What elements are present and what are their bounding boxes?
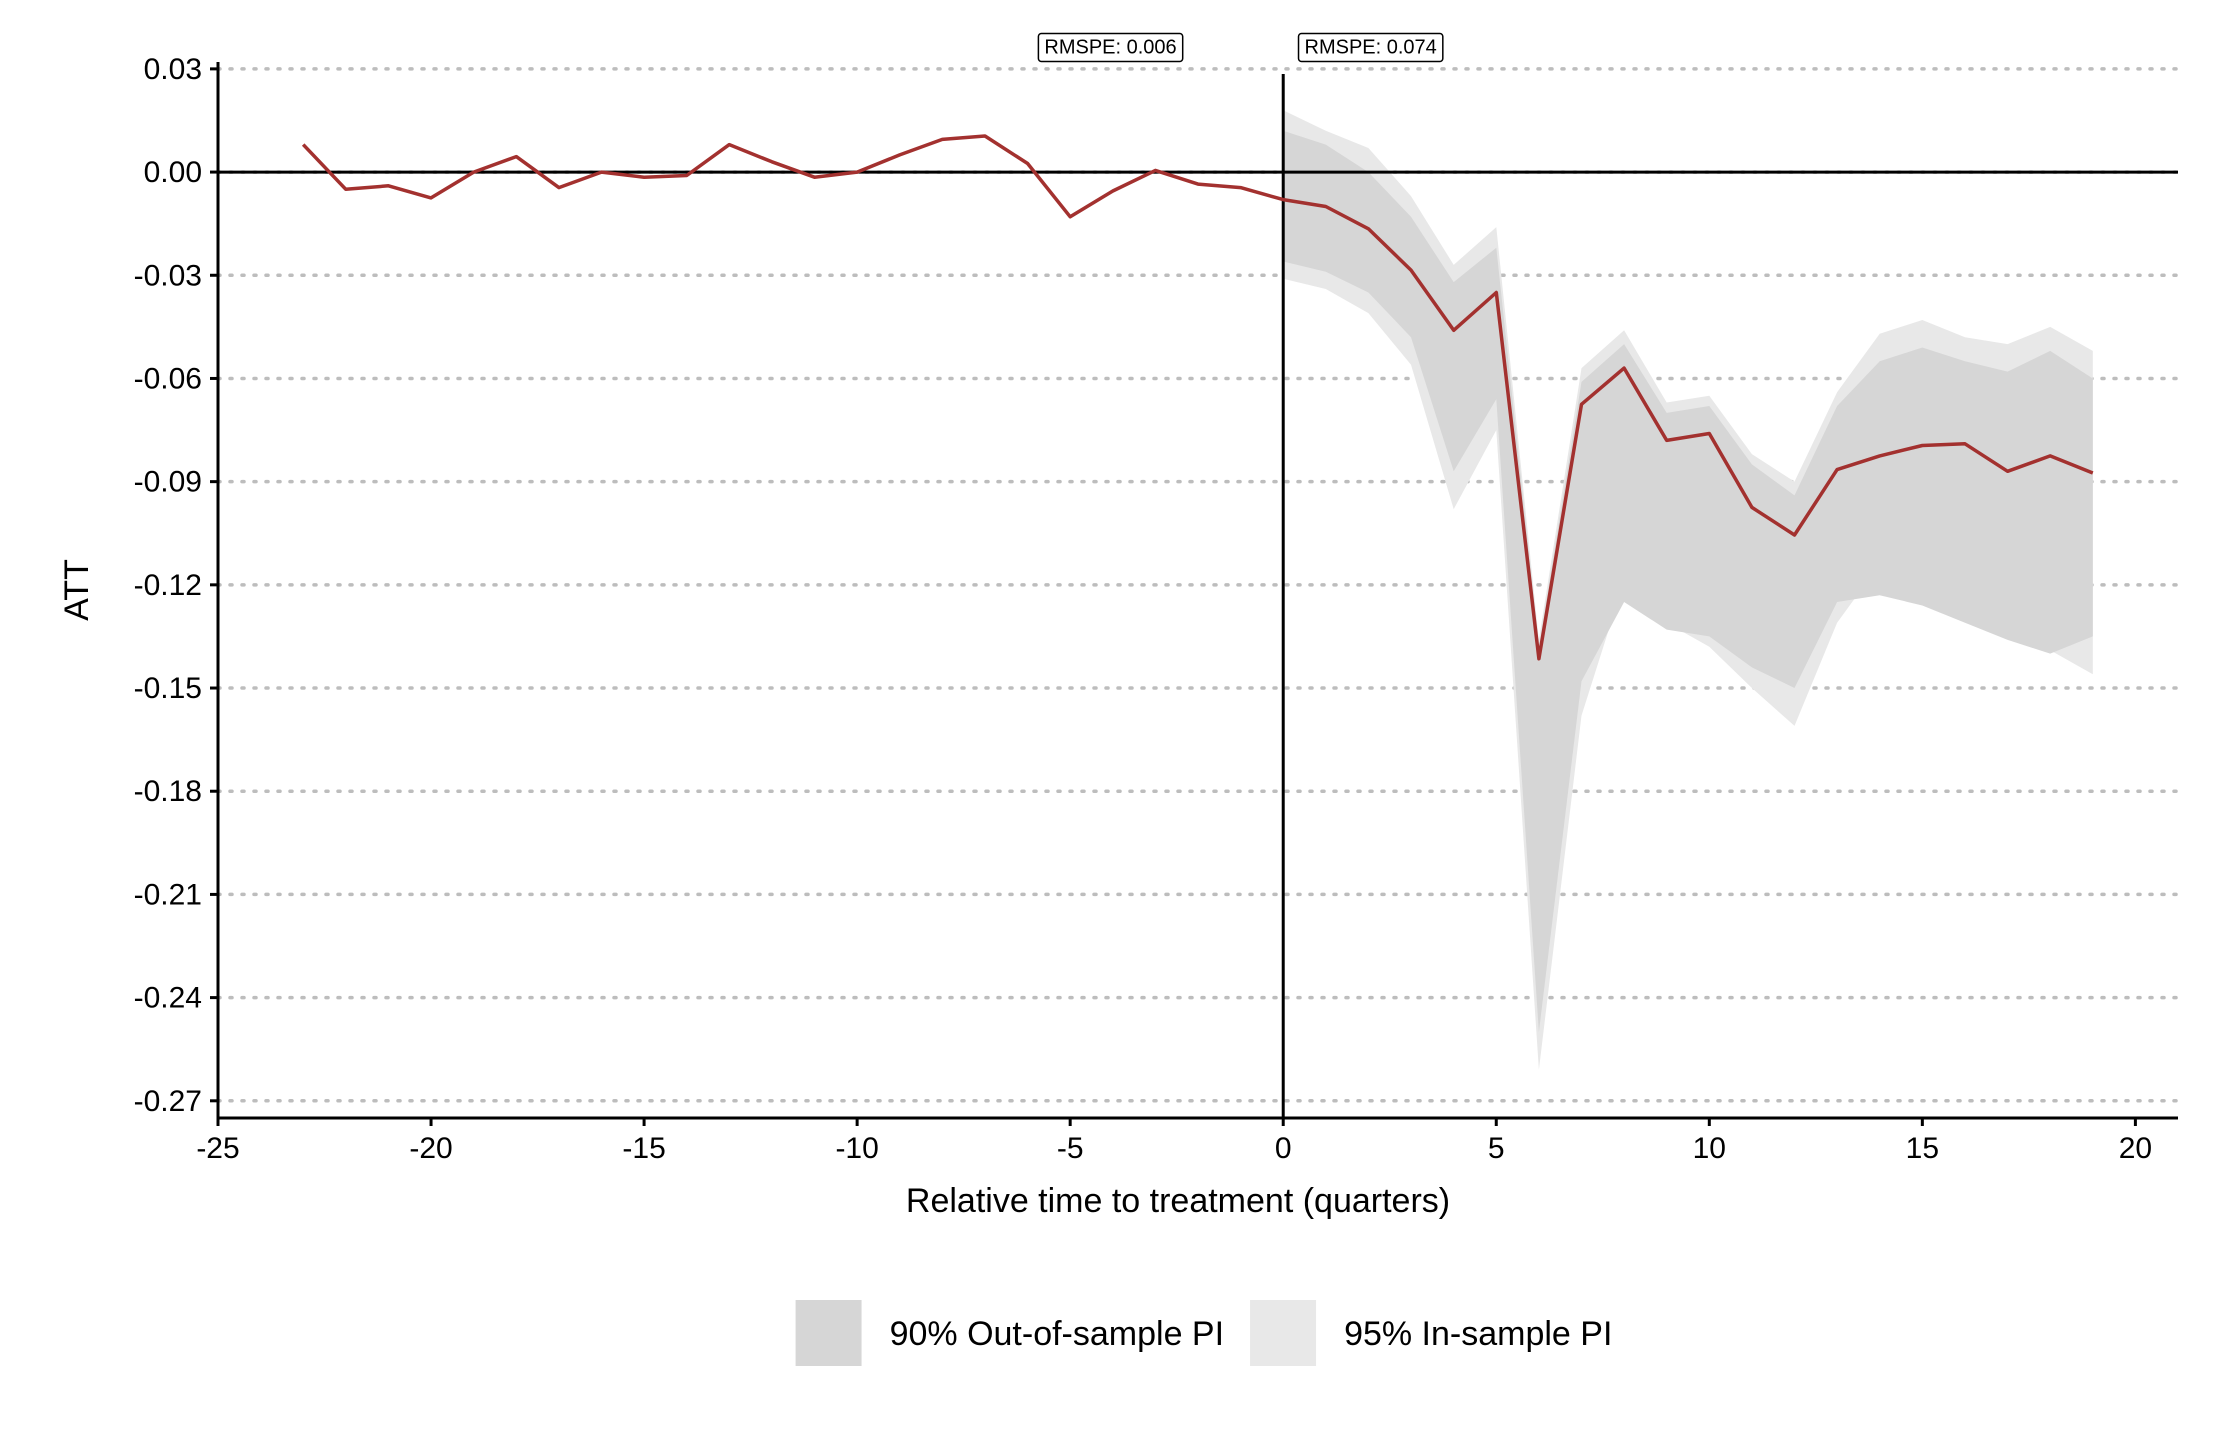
axes: 0.03 0.00 -0.03 -0.06 -0.09 -0.12 -0.15 -0.18 -0…	[134, 53, 2178, 1165]
prediction-interval-bands	[1283, 110, 2093, 1070]
rmspe-box	[1297, 32, 1444, 63]
y-tick-label: -0.15	[134, 672, 202, 705]
legend-item: 95% In-sample PI	[1250, 1300, 1612, 1366]
x-tick-label: 0	[1275, 1132, 1292, 1165]
y-tick-label: -0.27	[134, 1085, 202, 1118]
legend-swatch	[795, 1300, 862, 1366]
att-line	[301, 134, 2094, 661]
x-tick-label: -5	[1057, 1132, 1084, 1165]
x-tick-label: -10	[835, 1132, 878, 1165]
rmspe-text: RMSPE: 0.074	[1305, 37, 1437, 59]
x-tick-label: 10	[1693, 1132, 1726, 1165]
y-tick-label: -0.09	[134, 466, 202, 499]
legend-label: 90% Out-of-sample PI	[890, 1315, 1224, 1353]
y-tick-label: -0.24	[134, 982, 202, 1015]
legend: 90% Out-of-sample PI 95% In-sample PI	[795, 1300, 1612, 1366]
y-tick-label: 0.00	[144, 156, 202, 189]
legend-item: 90% Out-of-sample PI	[795, 1300, 1224, 1366]
y-tick-label: -0.03	[134, 259, 202, 292]
rmspe-label: RMSPE: 0.006	[1037, 32, 1184, 63]
reference-lines	[218, 74, 2178, 1118]
rmspe-box	[1037, 32, 1184, 63]
rmspe-annotations: RMSPE: 0.006 RMSPE: 0.074	[1037, 32, 1444, 63]
x-tick-label: 5	[1488, 1132, 1505, 1165]
x-tick-label: -20	[409, 1132, 452, 1165]
x-tick-label: 15	[1906, 1132, 1939, 1165]
x-axis-title: Relative time to treatment (quarters)	[906, 1182, 1450, 1220]
y-tick-label: -0.18	[134, 775, 202, 808]
y-axis-title: ATT	[58, 559, 96, 621]
legend-label: 95% In-sample PI	[1344, 1315, 1612, 1353]
y-tick-label: -0.06	[134, 362, 202, 395]
x-tick-label: 20	[2119, 1132, 2152, 1165]
x-tick-label: -25	[196, 1132, 239, 1165]
rmspe-label: RMSPE: 0.074	[1297, 32, 1444, 63]
band-90-out-of-sample-pi	[1283, 130, 2093, 1033]
y-tick-label: 0.03	[144, 53, 202, 86]
rmspe-text: RMSPE: 0.006	[1044, 37, 1176, 59]
y-tick-label: -0.21	[134, 878, 202, 911]
y-tick-label: -0.12	[134, 569, 202, 602]
att-series	[301, 134, 2094, 661]
legend-swatch	[1250, 1300, 1317, 1366]
x-tick-label: -15	[622, 1132, 665, 1165]
